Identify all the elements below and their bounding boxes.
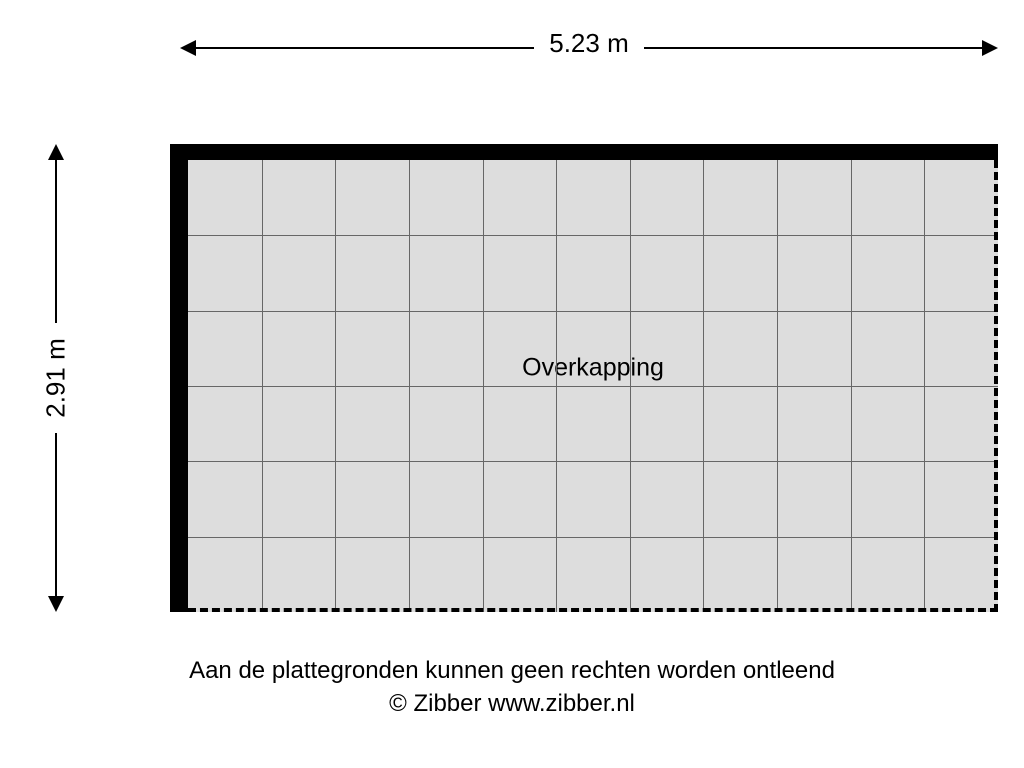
dimension-width-label: 5.23 m (539, 28, 639, 59)
floor-area: Overkapping (188, 160, 998, 612)
dimension-height-label: 2.91 m (41, 328, 72, 428)
grid-line-horizontal (188, 461, 998, 462)
grid-line-horizontal (188, 386, 998, 387)
wall-left (170, 144, 188, 612)
grid-line-horizontal (188, 311, 998, 312)
grid-line-horizontal (188, 537, 998, 538)
room-label: Overkapping (522, 353, 664, 382)
wall-top (170, 144, 998, 160)
dim-line (55, 158, 57, 323)
arrow-right-icon (982, 40, 998, 56)
arrow-down-icon (48, 596, 64, 612)
grid-line-horizontal (188, 235, 998, 236)
wall-right-dashed (994, 160, 998, 612)
dim-line (644, 47, 984, 49)
floorplan-box: Overkapping (170, 144, 998, 612)
copyright-text: © Zibber www.zibber.nl (0, 688, 1024, 720)
dimension-width: 5.23 m (180, 28, 998, 68)
dim-line (55, 433, 57, 598)
dim-line (194, 47, 534, 49)
dimension-height: 2.91 m (36, 144, 76, 612)
disclaimer-text: Aan de plattegronden kunnen geen rechten… (0, 655, 1024, 687)
floorplan-diagram: 5.23 m 2.91 m Overkapping Aan de platteg… (0, 0, 1024, 768)
wall-bottom-dashed (188, 608, 998, 612)
footer-text: Aan de plattegronden kunnen geen rechten… (0, 655, 1024, 720)
